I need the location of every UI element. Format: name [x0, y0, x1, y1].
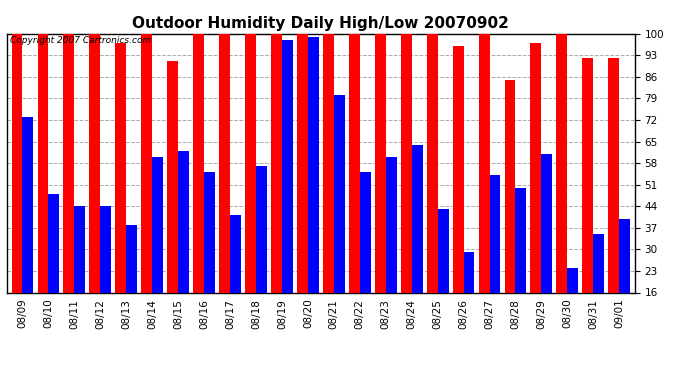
Bar: [141, 34, 152, 342]
Bar: [219, 34, 230, 342]
Bar: [63, 34, 75, 342]
Bar: [178, 151, 189, 342]
Bar: [204, 172, 215, 342]
Bar: [230, 216, 241, 342]
Bar: [582, 58, 593, 342]
Bar: [126, 225, 137, 342]
Bar: [619, 219, 630, 342]
Bar: [489, 176, 500, 342]
Bar: [334, 95, 345, 342]
Bar: [23, 117, 33, 342]
Bar: [48, 194, 59, 342]
Bar: [531, 43, 542, 342]
Bar: [437, 209, 448, 342]
Bar: [245, 34, 256, 342]
Bar: [115, 43, 126, 342]
Bar: [453, 46, 464, 342]
Bar: [282, 40, 293, 342]
Bar: [12, 34, 23, 342]
Bar: [100, 206, 111, 342]
Bar: [349, 34, 359, 342]
Text: Copyright 2007 Cartronics.com: Copyright 2007 Cartronics.com: [10, 36, 151, 45]
Bar: [386, 157, 397, 342]
Bar: [609, 58, 619, 342]
Bar: [359, 172, 371, 342]
Bar: [412, 145, 422, 342]
Bar: [323, 34, 334, 342]
Bar: [152, 157, 163, 342]
Bar: [375, 34, 386, 342]
Bar: [308, 37, 319, 342]
Bar: [90, 34, 100, 342]
Bar: [479, 34, 489, 342]
Bar: [167, 62, 178, 342]
Title: Outdoor Humidity Daily High/Low 20070902: Outdoor Humidity Daily High/Low 20070902: [132, 16, 509, 31]
Bar: [426, 34, 437, 342]
Bar: [504, 80, 515, 342]
Bar: [556, 34, 567, 342]
Bar: [193, 34, 204, 342]
Bar: [515, 188, 526, 342]
Bar: [401, 34, 412, 342]
Bar: [464, 252, 475, 342]
Bar: [75, 206, 86, 342]
Bar: [567, 268, 578, 342]
Bar: [542, 154, 552, 342]
Bar: [271, 34, 282, 342]
Bar: [297, 34, 308, 342]
Bar: [256, 166, 267, 342]
Bar: [593, 234, 604, 342]
Bar: [37, 34, 48, 342]
